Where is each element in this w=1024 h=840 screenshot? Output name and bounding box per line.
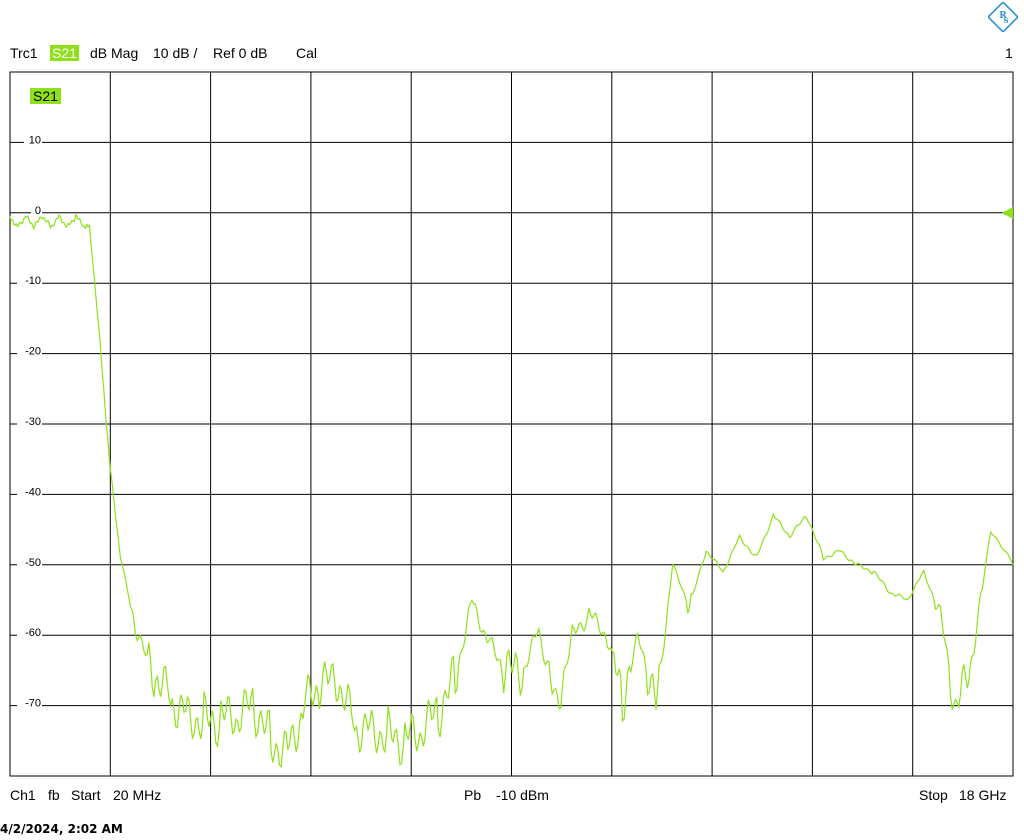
measurement-label: S21 bbox=[50, 45, 79, 61]
stop-label: Stop bbox=[919, 787, 948, 803]
sweep-mode: fb bbox=[48, 787, 60, 803]
cal-label[interactable]: Cal bbox=[296, 45, 318, 61]
rs-logo-icon: R S bbox=[988, 2, 1018, 32]
power-label: Pb bbox=[464, 787, 482, 803]
start-label: Start bbox=[71, 787, 101, 803]
y-tick-label: -60 bbox=[25, 627, 41, 639]
start-frequency[interactable]: 20 MHz bbox=[113, 787, 162, 803]
power-value[interactable]: -10 dBm bbox=[496, 787, 549, 803]
y-tick-labels: 10 0 -10 -20 -30 -40 -50 -60 -70 bbox=[17, 133, 42, 710]
channel-label[interactable]: Ch1 bbox=[10, 787, 36, 803]
ref-label[interactable]: Ref 0 dB bbox=[213, 45, 268, 61]
svg-text:R: R bbox=[999, 11, 1007, 21]
measurement-chip[interactable]: S21 bbox=[50, 45, 79, 61]
y-tick-label: -50 bbox=[25, 557, 41, 569]
y-tick-label: 0 bbox=[35, 205, 41, 217]
y-tick-label: 10 bbox=[29, 134, 41, 146]
trace-label: S21 bbox=[30, 88, 61, 104]
svg-text:S: S bbox=[1003, 16, 1008, 25]
stop-frequency[interactable]: 18 GHz bbox=[959, 787, 1007, 803]
y-tick-label: -30 bbox=[25, 416, 41, 428]
trace-label-chip[interactable]: S21 bbox=[30, 88, 61, 104]
timestamp: 4/2/2024, 2:02 AM bbox=[0, 822, 123, 836]
s21-trace bbox=[9, 212, 1014, 768]
y-tick-label: -40 bbox=[25, 486, 41, 498]
trace-name[interactable]: Trc1 bbox=[10, 45, 38, 61]
channel-index: 1 bbox=[1005, 45, 1013, 61]
grid bbox=[9, 71, 1014, 777]
scale-label[interactable]: 10 dB / bbox=[153, 45, 198, 61]
y-tick-label: -70 bbox=[25, 698, 41, 710]
format-label[interactable]: dB Mag bbox=[90, 45, 139, 61]
y-tick-label: -20 bbox=[25, 346, 41, 358]
y-tick-label: -10 bbox=[25, 275, 41, 287]
